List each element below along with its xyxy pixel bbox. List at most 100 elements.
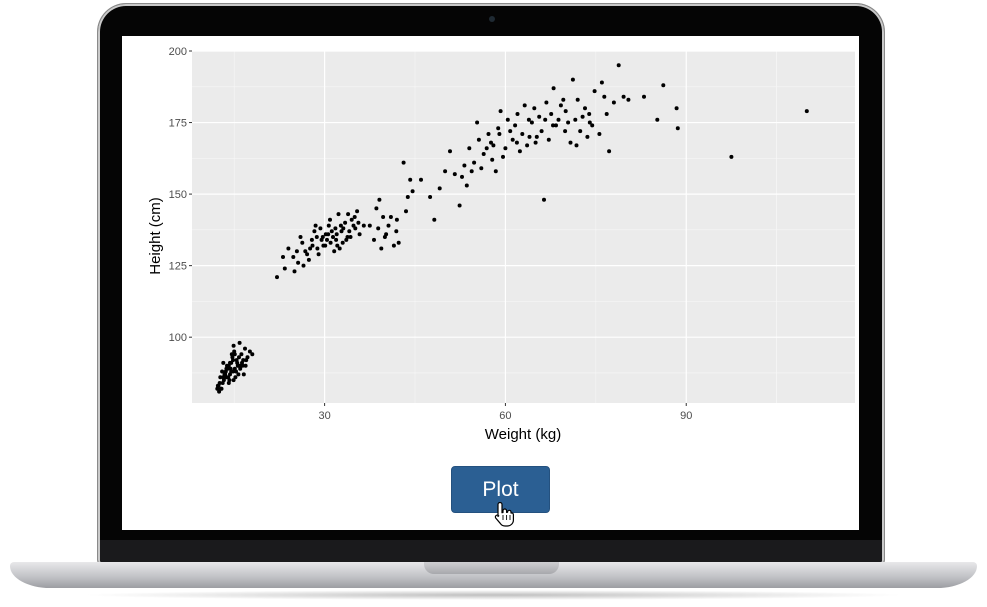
data-point <box>621 94 626 99</box>
data-point <box>497 132 502 136</box>
data-point <box>655 117 660 122</box>
data-point <box>339 229 344 234</box>
data-point <box>587 120 592 125</box>
data-point <box>490 157 495 162</box>
data-point <box>313 223 318 228</box>
data-point <box>467 146 472 151</box>
data-point <box>247 349 252 354</box>
plot-panel <box>192 51 855 403</box>
data-point <box>522 103 527 108</box>
data-point <box>282 266 287 271</box>
data-point <box>525 143 530 148</box>
data-point <box>232 352 237 357</box>
data-point <box>335 243 340 248</box>
data-point <box>533 140 538 145</box>
data-point <box>292 269 297 274</box>
data-point <box>611 100 616 105</box>
data-point <box>348 235 353 239</box>
data-point <box>583 106 587 111</box>
data-point <box>218 375 223 380</box>
data-point <box>382 235 387 239</box>
data-point <box>231 369 235 374</box>
data-point <box>353 226 358 231</box>
data-point <box>520 132 525 136</box>
data-point <box>404 209 408 214</box>
data-point <box>316 252 321 257</box>
data-point <box>237 355 241 360</box>
data-point <box>592 89 597 94</box>
data-point <box>275 275 279 280</box>
data-point <box>336 212 341 217</box>
x-tick-label: 60 <box>499 410 511 422</box>
data-point <box>675 126 680 131</box>
data-point <box>546 137 551 142</box>
data-point <box>240 363 245 368</box>
data-point <box>602 94 607 99</box>
data-point <box>394 217 399 222</box>
data-point <box>642 94 646 99</box>
data-point <box>357 232 362 237</box>
data-point <box>237 340 242 345</box>
data-point <box>388 215 393 219</box>
data-point <box>236 372 241 377</box>
data-point <box>356 220 361 225</box>
data-point <box>250 352 255 357</box>
data-point <box>484 146 489 151</box>
data-point <box>498 109 503 114</box>
data-point <box>469 169 474 174</box>
data-point <box>475 120 480 125</box>
data-point <box>286 246 291 251</box>
data-point <box>226 381 231 385</box>
data-point <box>464 183 469 188</box>
data-point <box>542 197 546 202</box>
data-point <box>234 358 239 363</box>
y-tick-label: 175 <box>169 118 187 130</box>
data-point <box>570 77 575 82</box>
data-point <box>239 352 244 357</box>
data-point <box>338 223 343 228</box>
data-point <box>587 112 592 116</box>
data-point <box>437 186 442 191</box>
data-point <box>355 209 360 214</box>
data-point <box>526 117 531 122</box>
data-point <box>217 389 222 394</box>
data-point <box>374 206 379 211</box>
data-point <box>566 120 571 125</box>
data-point <box>233 375 238 380</box>
data-point <box>377 197 382 202</box>
y-tick-label: 125 <box>169 261 187 273</box>
data-point <box>215 386 220 391</box>
data-point <box>381 215 386 219</box>
data-point <box>340 240 345 245</box>
data-point <box>514 140 519 145</box>
data-point <box>326 232 331 237</box>
data-point <box>428 195 433 199</box>
data-point <box>231 378 236 383</box>
data-point <box>561 97 566 102</box>
y-tick-label: 150 <box>169 189 187 201</box>
x-tick-label: 90 <box>680 410 692 422</box>
data-point <box>604 112 609 116</box>
data-point <box>491 143 496 148</box>
data-point <box>237 363 241 368</box>
data-point <box>334 237 339 242</box>
data-point <box>341 226 346 231</box>
data-point <box>443 169 448 174</box>
data-point <box>472 160 477 165</box>
data-point <box>230 355 235 360</box>
data-point <box>599 80 604 85</box>
data-point <box>343 220 348 225</box>
data-point <box>228 366 233 371</box>
data-point <box>231 343 236 348</box>
x-axis-ticks: 30 60 90 <box>318 403 692 422</box>
data-point <box>308 246 313 251</box>
x-tick-label: 30 <box>318 410 330 422</box>
data-point <box>493 169 498 174</box>
data-point <box>626 97 631 102</box>
data-point <box>329 229 334 234</box>
data-point <box>305 252 310 257</box>
data-point <box>674 106 679 111</box>
data-point <box>332 249 337 254</box>
data-point <box>489 140 493 145</box>
data-point <box>568 140 573 145</box>
